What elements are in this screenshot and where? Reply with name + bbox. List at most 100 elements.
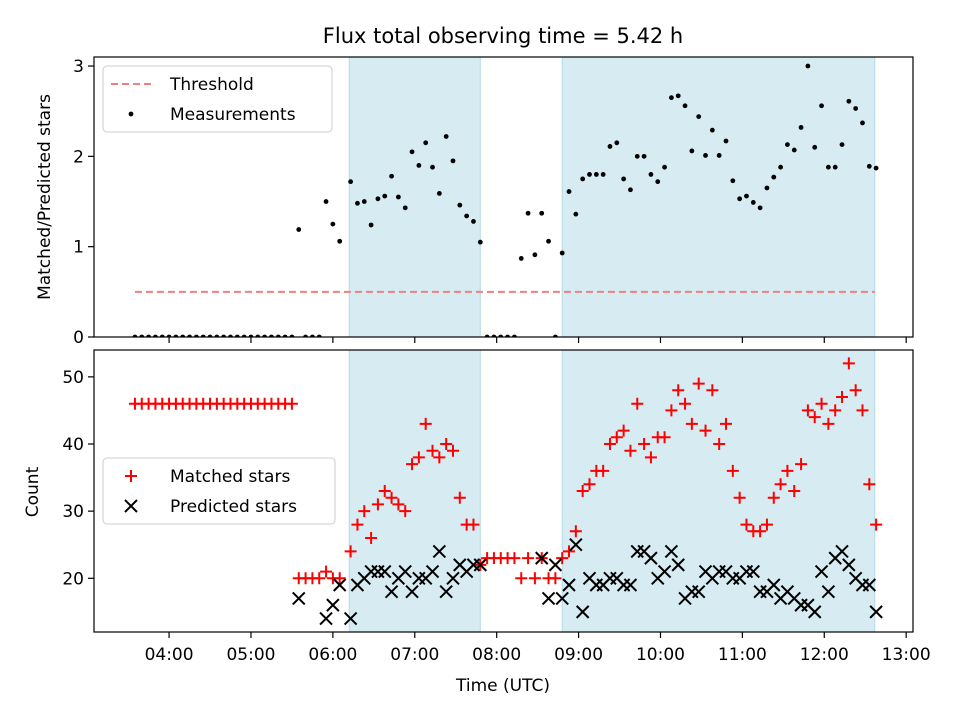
data-point (788, 485, 801, 497)
data-point (658, 431, 671, 444)
data-point (399, 505, 412, 518)
data-point (713, 438, 726, 450)
x-axis-label: Time (UTC) (455, 676, 550, 696)
data-point (522, 552, 535, 565)
data-point (430, 164, 435, 170)
data-point (842, 357, 855, 370)
x-tick-label: 08:00 (472, 645, 521, 665)
data-point (467, 518, 480, 531)
data-point (389, 173, 394, 179)
y-tick-label: 50 (62, 368, 84, 388)
data-point (405, 585, 419, 599)
data-point (795, 458, 808, 471)
data-point (610, 431, 623, 444)
data-point (846, 98, 852, 104)
data-point (593, 172, 599, 177)
data-point (801, 404, 814, 417)
data-point (361, 199, 367, 204)
legend-predicted-label: Predicted stars (170, 497, 297, 517)
data-point (443, 134, 449, 139)
data-point (549, 572, 562, 585)
data-point (348, 179, 354, 185)
data-point (355, 200, 360, 206)
data-point (665, 404, 678, 417)
data-point (617, 424, 630, 437)
y-tick-label: 20 (62, 569, 84, 589)
data-point (395, 194, 401, 200)
data-point (825, 164, 831, 170)
data-point (614, 140, 620, 146)
data-point (873, 165, 879, 171)
data-point (371, 498, 384, 511)
data-point (426, 444, 439, 457)
data-point (862, 578, 877, 592)
data-point (689, 148, 695, 154)
plot-area (132, 63, 879, 337)
data-point (662, 164, 667, 170)
data-point (425, 564, 440, 579)
data-point (726, 464, 739, 477)
data-point (508, 552, 521, 565)
data-point (750, 200, 756, 205)
plot-area (128, 357, 883, 626)
data-point (664, 544, 679, 559)
top-panel: 0 1 2 3 (73, 56, 914, 348)
data-point (358, 505, 371, 518)
data-point (477, 239, 483, 245)
data-point (757, 205, 763, 211)
x-tick-label: 10:00 (636, 645, 685, 665)
legend-matched-swatch (125, 470, 137, 482)
data-point (453, 491, 466, 504)
data-point (798, 125, 804, 130)
data-point (603, 438, 616, 450)
data-point (365, 532, 378, 544)
data-point (730, 178, 736, 184)
data-point (285, 397, 298, 410)
data-point (836, 391, 849, 403)
data-point (385, 491, 398, 504)
data-point (569, 525, 582, 538)
data-point (337, 238, 343, 244)
legend-matched-label: Matched stars (170, 467, 290, 487)
data-point (378, 564, 392, 579)
data-point (375, 196, 381, 202)
data-point (566, 189, 572, 194)
data-point (737, 196, 743, 202)
data-point (539, 210, 545, 216)
data-point (563, 545, 576, 558)
data-point (320, 565, 333, 578)
data-point (860, 120, 865, 126)
bottom-legend-box (102, 457, 336, 525)
data-point (723, 138, 729, 144)
data-point (774, 478, 787, 491)
data-point (471, 218, 476, 224)
data-point (785, 142, 790, 148)
x-tick-label: 04:00 (145, 645, 194, 665)
data-point (333, 572, 346, 585)
x-tick-label: 07:00 (390, 645, 439, 665)
data-point (856, 404, 869, 417)
top-y-axis-label: Matched/Predicted stars (35, 94, 55, 300)
shaded-interval-2 (561, 56, 876, 338)
data-point (559, 250, 565, 256)
data-point (682, 103, 688, 109)
data-point (685, 417, 698, 430)
data-point (624, 444, 637, 457)
data-point (812, 144, 818, 150)
data-point (576, 485, 589, 497)
data-point (378, 485, 391, 497)
bottom-legend: Matched stars Predicted stars (102, 457, 336, 525)
x-tick-label: 09:00 (554, 645, 603, 665)
data-point (767, 578, 781, 592)
data-point (839, 142, 845, 148)
data-point (866, 163, 872, 169)
x-tick-label: 12:00 (800, 645, 849, 665)
data-point (648, 172, 654, 177)
bottom-y-axis-label: Count (23, 466, 43, 517)
data-point (692, 377, 705, 390)
data-point (319, 611, 333, 626)
data-point (600, 172, 606, 177)
chart-title: Flux total observing time = 5.42 h (323, 24, 683, 48)
axes-frame (93, 349, 914, 633)
data-point (402, 205, 408, 211)
